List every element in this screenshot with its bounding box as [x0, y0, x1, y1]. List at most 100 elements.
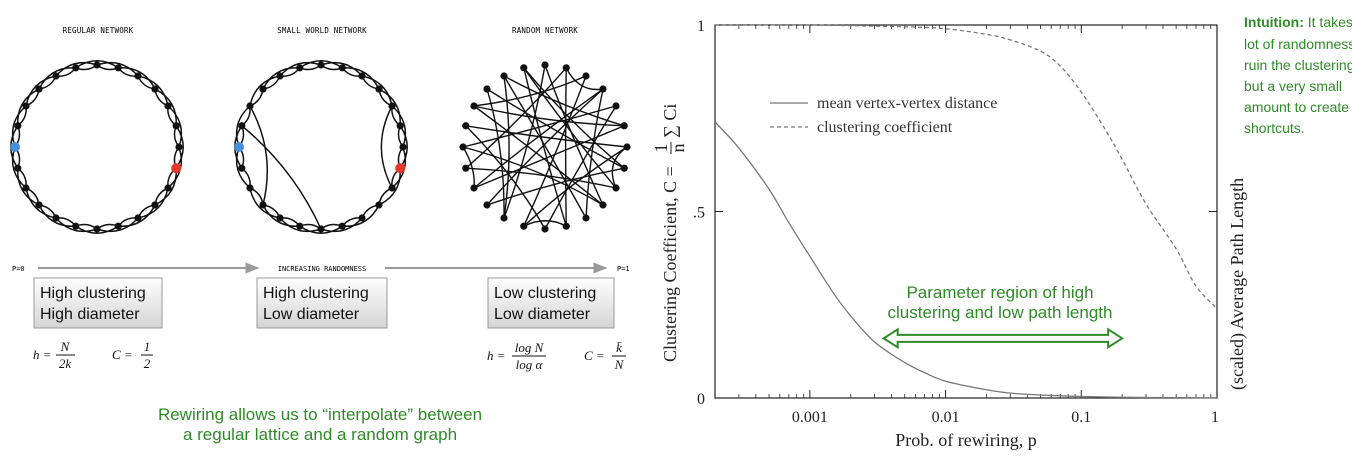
network-node [358, 72, 366, 80]
network-edge [55, 61, 98, 77]
network-edge [154, 88, 177, 126]
network-edge [55, 217, 98, 233]
network-node [500, 72, 508, 80]
network-node [483, 201, 491, 209]
network-node [72, 64, 80, 72]
network-edge [465, 67, 567, 169]
x-axis-label: Prob. of rewiring, p [895, 430, 1036, 450]
network-edge [503, 75, 510, 219]
network-node [276, 214, 284, 222]
network-node [296, 222, 304, 230]
network-node [151, 85, 159, 93]
parameter-region: Parameter region of high clustering and … [881, 283, 1124, 350]
formula-num: 1 [144, 339, 151, 354]
region-label-line2: clustering and low path length [888, 303, 1113, 322]
network-node [296, 64, 304, 72]
formula-lhs: h = [33, 347, 52, 362]
network-node [114, 222, 122, 230]
rewiring-chart: 0.001 0.01 0.1 1 0 .5 1 mean vertex-vertex dis… [651, 14, 1352, 450]
y-tick-label: .5 [693, 205, 705, 222]
highlight-node-red [171, 163, 182, 174]
network-edge [361, 75, 393, 107]
intuition-line-4: amount to create [1244, 99, 1349, 115]
network-node [620, 164, 628, 172]
network-edge [523, 67, 625, 169]
network-node [459, 143, 467, 151]
network-node [317, 225, 325, 233]
network-node [388, 102, 396, 110]
y-label-text: Clustering Coefficient, C = [660, 166, 680, 362]
series-clustering-coefficient [714, 24, 1218, 309]
network-edge [96, 61, 139, 77]
network-node [246, 102, 254, 110]
intuition-note: Intuition: It takes a lot of randomness … [1244, 14, 1352, 136]
network-node [238, 164, 246, 172]
network-node [462, 164, 470, 172]
increasing-randomness-label: INCREASING RANDOMNESS [278, 265, 367, 273]
intuition-line-1: lot of randomness to [1244, 36, 1352, 52]
network-edge [473, 125, 625, 189]
network-node [114, 64, 122, 72]
network-node [93, 61, 101, 69]
network-node [541, 61, 549, 69]
network-node [562, 64, 570, 72]
network-node [612, 102, 620, 110]
formula-num: k̄ [616, 340, 622, 355]
x-tick-label: 0.001 [792, 409, 828, 426]
x-tick-label: 0.1 [1071, 409, 1091, 426]
network-node [259, 85, 267, 93]
network-node [22, 184, 30, 192]
network-node [52, 72, 60, 80]
network-node [375, 85, 383, 93]
network-edge [262, 204, 300, 227]
box-line1: High clustering [40, 285, 146, 302]
network-node [396, 122, 404, 130]
double-arrow-shape [881, 327, 1124, 350]
rewired-edge [380, 105, 393, 189]
caption-line2: a regular lattice and a random graph [183, 425, 457, 444]
property-box-regular: High clustering High diameter [33, 277, 163, 329]
network-node [52, 214, 60, 222]
regular-network-graph [10, 60, 184, 234]
chart-series [714, 24, 1218, 399]
y-label-sum: ∑ Ci [660, 104, 680, 138]
network-edge [38, 204, 76, 227]
network-edge [486, 88, 625, 169]
network-edge [503, 75, 587, 219]
network-node [582, 72, 590, 80]
network-node [35, 85, 43, 93]
formula-num: N [60, 339, 71, 354]
intuition-line-3: but a very small [1244, 78, 1342, 94]
y-tick-label: 0 [697, 391, 705, 408]
box-line1: Low clustering [494, 285, 596, 302]
formula-lhs: h = [487, 348, 506, 363]
network-node [317, 61, 325, 69]
formula-den: 2k [59, 356, 72, 371]
network-node [72, 222, 80, 230]
y-axis-label-left: Clustering Coefficient, C = 1 n ∑ Ci [651, 104, 688, 362]
region-label-line1: Parameter region of high [906, 283, 1093, 302]
network-edge [320, 217, 363, 233]
formula-h-regular: h = N 2k [33, 339, 75, 371]
x-tick-label: 0.01 [932, 409, 960, 426]
network-node [599, 201, 607, 209]
network-node [238, 122, 246, 130]
box-line1: High clustering [263, 285, 369, 302]
small-world-network-graph [234, 60, 408, 234]
network-node [620, 122, 628, 130]
network-node [500, 214, 508, 222]
network-edge [565, 67, 604, 91]
network-edge [249, 187, 281, 219]
network-title-random: RANDOM NETWORK [512, 26, 578, 35]
p0-label: P=0 [12, 265, 25, 273]
network-node [399, 143, 407, 151]
network-node [483, 85, 491, 93]
network-edge [523, 75, 587, 227]
network-node [623, 143, 631, 151]
network-edge [503, 64, 546, 219]
network-node [259, 201, 267, 209]
network-edge [96, 217, 139, 233]
legend-item-distance: mean vertex-vertex distance [817, 95, 997, 112]
formula-den: 2 [144, 356, 151, 371]
box-line2: Low diameter [494, 306, 591, 323]
